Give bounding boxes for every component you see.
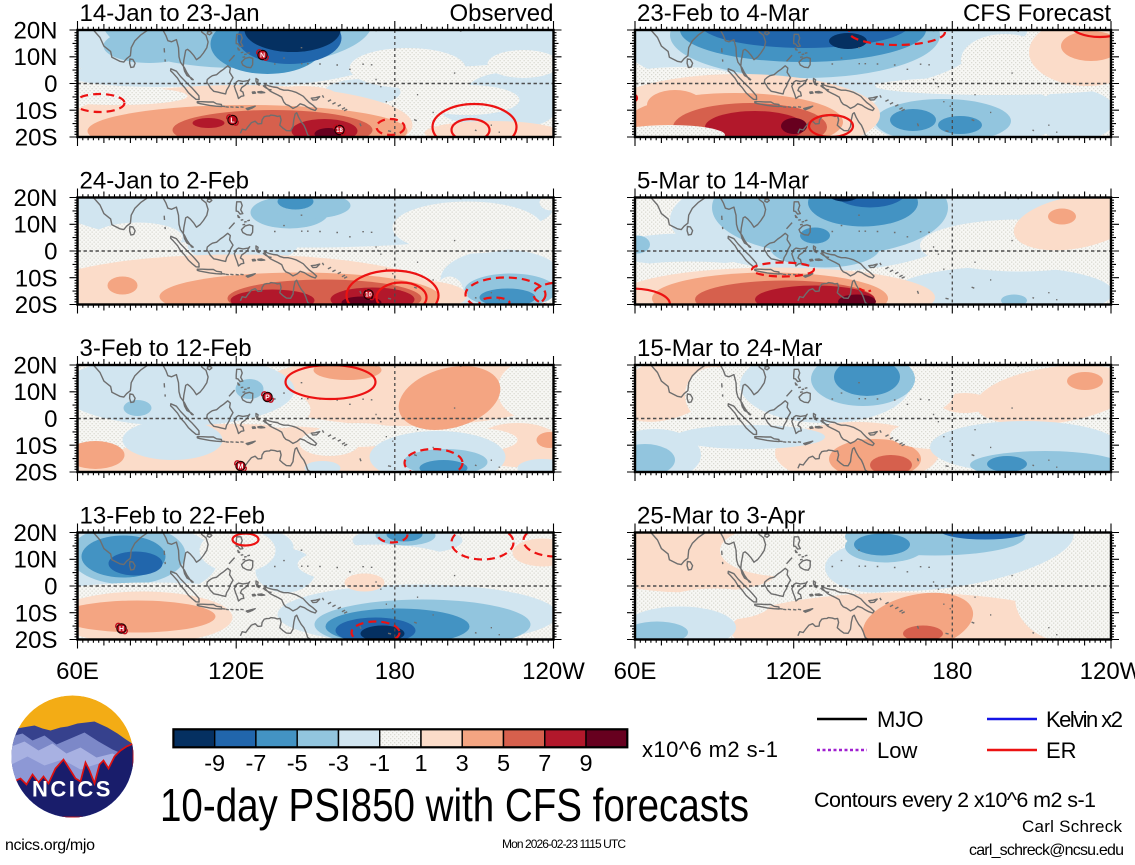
svg-text:-5: -5 [287,750,308,776]
svg-text:x10^6 m2 s-1: x10^6 m2 s-1 [642,737,778,762]
svg-text:Carl Schreck: Carl Schreck [1022,817,1123,836]
svg-text:5-Mar to 14-Mar: 5-Mar to 14-Mar [637,168,809,195]
svg-text:Kelvin x2: Kelvin x2 [1046,707,1123,732]
svg-text:10S: 10S [15,265,58,292]
svg-text:10: 10 [365,293,372,299]
svg-text:-1: -1 [369,750,390,776]
svg-text:20S: 20S [15,627,58,654]
svg-text:M: M [238,464,244,471]
svg-text:N: N [260,53,265,60]
svg-text:13-Feb to 22-Feb: 13-Feb to 22-Feb [80,503,265,530]
svg-text:1: 1 [414,750,427,776]
svg-text:25-Mar to 3-Apr: 25-Mar to 3-Apr [637,503,805,530]
svg-text:180: 180 [375,658,415,685]
svg-text:9: 9 [579,750,592,776]
svg-text:20S: 20S [15,125,58,152]
svg-text:0: 0 [44,71,57,98]
svg-text:Observed: Observed [449,0,553,27]
svg-text:0: 0 [44,406,57,433]
svg-text:20S: 20S [15,292,58,319]
svg-text:L: L [230,118,235,125]
svg-text:120E: 120E [208,658,264,685]
svg-text:10N: 10N [13,379,57,406]
svg-text:120W: 120W [1080,658,1135,685]
svg-text:10S: 10S [15,600,58,627]
svg-text:60E: 60E [56,658,99,685]
svg-text:18: 18 [336,128,343,134]
svg-text:Low: Low [877,738,917,763]
svg-text:23-Feb to 4-Mar: 23-Feb to 4-Mar [637,0,809,27]
svg-text:10N: 10N [13,547,57,574]
svg-text:0: 0 [44,239,57,266]
svg-text:MJO: MJO [877,707,923,732]
svg-text:60E: 60E [614,658,657,685]
svg-text:carl_schreck@ncsu.edu: carl_schreck@ncsu.edu [969,842,1124,859]
svg-text:0: 0 [44,574,57,601]
svg-text:CFS Forecast: CFS Forecast [963,0,1111,27]
svg-text:ncics.org/mjo: ncics.org/mjo [5,837,95,854]
svg-text:Mon 2026-02-23 1115 UTC: Mon 2026-02-23 1115 UTC [502,837,626,851]
svg-text:24-Jan to 2-Feb: 24-Jan to 2-Feb [80,168,249,195]
svg-text:3: 3 [456,750,469,776]
svg-text:14-Jan to 23-Jan: 14-Jan to 23-Jan [80,0,260,27]
svg-text:P: P [265,395,270,402]
svg-text:20N: 20N [13,18,57,45]
svg-text:10S: 10S [15,433,58,460]
svg-text:Contours every 2 x10^6 m2 s-1: Contours every 2 x10^6 m2 s-1 [814,788,1096,812]
svg-text:-9: -9 [204,750,225,776]
svg-text:10S: 10S [15,98,58,125]
svg-text:20S: 20S [15,460,58,487]
svg-text:10N: 10N [13,44,57,71]
svg-text:10N: 10N [13,212,57,239]
svg-text:10-day PSI850 with CFS forecas: 10-day PSI850 with CFS forecasts [160,779,749,831]
svg-text:120E: 120E [766,658,822,685]
svg-text:H: H [119,626,124,633]
svg-text:180: 180 [932,658,972,685]
svg-text:120W: 120W [522,658,585,685]
svg-text:ER: ER [1046,738,1077,763]
svg-text:NCICS: NCICS [32,777,113,802]
svg-text:15-Mar to 24-Mar: 15-Mar to 24-Mar [637,335,822,362]
svg-text:7: 7 [538,750,551,776]
svg-text:5: 5 [497,750,510,776]
svg-text:-7: -7 [245,750,266,776]
svg-text:3-Feb to 12-Feb: 3-Feb to 12-Feb [80,335,252,362]
svg-text:-3: -3 [328,750,349,776]
svg-text:20N: 20N [13,353,57,380]
svg-text:20N: 20N [13,520,57,547]
svg-text:20N: 20N [13,185,57,212]
